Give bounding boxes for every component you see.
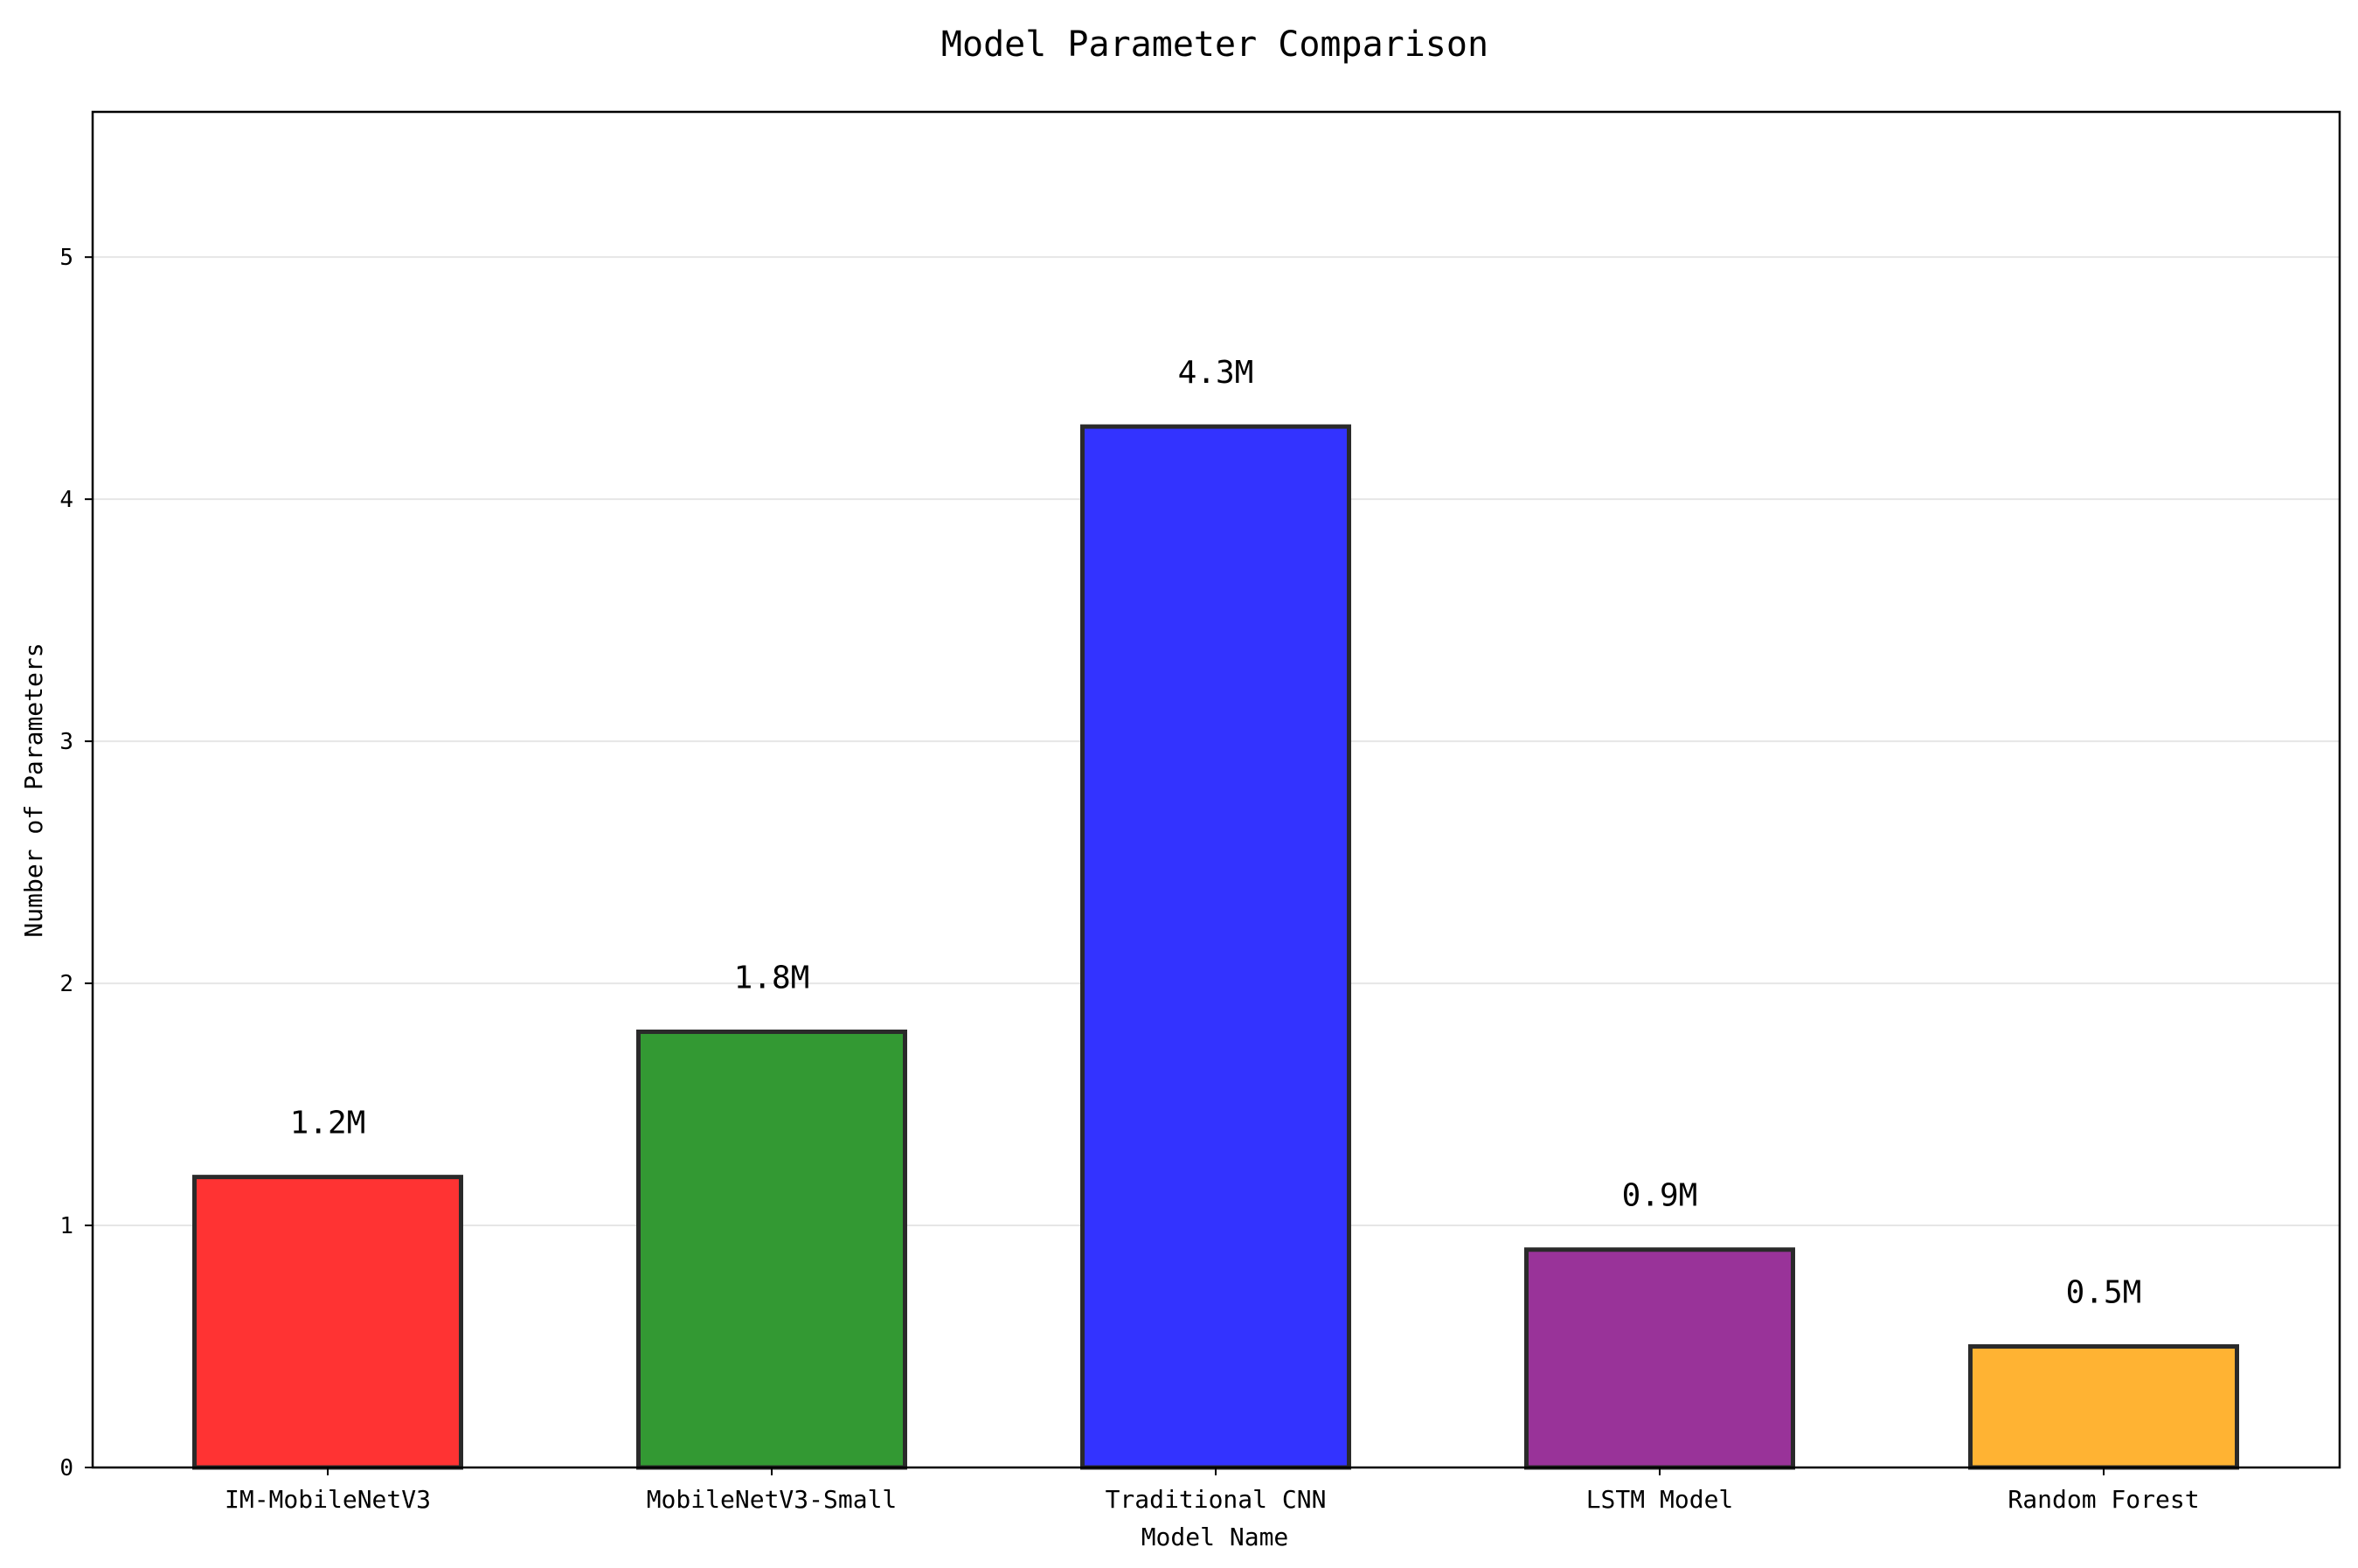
- data-label: 0.5M: [2066, 1275, 2142, 1311]
- bars: [192, 424, 2239, 1470]
- x-tick-label: LSTM Model: [1586, 1485, 1734, 1514]
- bar-traditional-cnn: [1080, 424, 1351, 1470]
- x-tick-label: Random Forest: [2008, 1485, 2199, 1514]
- y-tick-label: 5: [59, 245, 73, 271]
- chart-title: Model Parameter Comparison: [941, 24, 1488, 65]
- data-label: 4.3M: [1178, 355, 1254, 391]
- bar-mobilenetv3-small: [636, 1029, 907, 1470]
- y-tick-label: 4: [59, 487, 73, 513]
- y-axis-ticks: 0 1 2 3 4 5: [59, 245, 93, 1481]
- y-tick-label: 0: [59, 1455, 73, 1481]
- bar-lstm-model: [1524, 1247, 1795, 1470]
- data-label: 1.8M: [734, 960, 810, 996]
- x-tick-label: MobileNetV3-Small: [647, 1485, 898, 1514]
- x-tick-label: IM-MobileNetV3: [225, 1485, 431, 1514]
- y-tick-label: 3: [59, 729, 73, 755]
- y-tick-label: 1: [59, 1213, 73, 1239]
- bar-random-forest: [1968, 1344, 2239, 1470]
- y-tick-label: 2: [59, 971, 73, 997]
- x-axis-label: Model Name: [1141, 1523, 1289, 1551]
- data-label: 1.2M: [290, 1106, 366, 1141]
- bar-im-mobilenetv3: [192, 1175, 463, 1470]
- x-tick-label: Traditional CNN: [1106, 1485, 1327, 1514]
- y-axis-label: Number of Parameters: [19, 642, 48, 937]
- data-label: 0.9M: [1622, 1178, 1698, 1214]
- data-labels: 1.2M 1.8M 4.3M 0.9M 0.5M: [290, 355, 2142, 1310]
- x-axis-ticks: IM-MobileNetV3 MobileNetV3-Small Tradition…: [225, 1467, 2200, 1514]
